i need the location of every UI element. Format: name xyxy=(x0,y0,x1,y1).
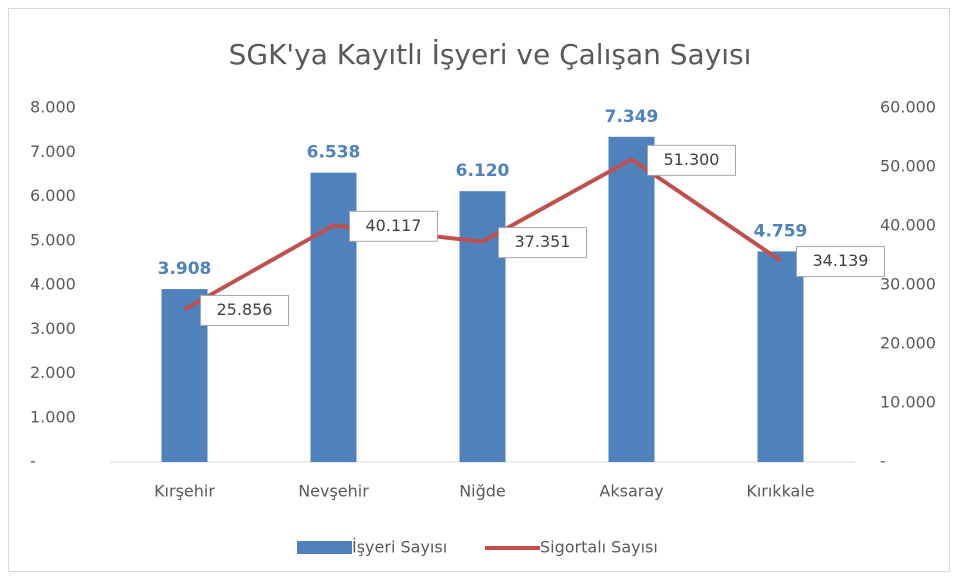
line-value-label: 51.300 xyxy=(664,150,720,169)
y2-tick-label: 20.000 xyxy=(880,334,936,353)
data-label-box xyxy=(498,227,587,259)
x-tick-label: Nevşehir xyxy=(298,482,369,501)
y2-tick-label: - xyxy=(880,452,886,471)
bar xyxy=(161,289,208,462)
line-value-label: 25.856 xyxy=(217,300,273,319)
y2-tick-label: 40.000 xyxy=(880,216,936,235)
legend-label: İşyeri Sayısı xyxy=(352,538,447,557)
data-label-box xyxy=(200,294,289,326)
line xyxy=(183,157,782,312)
legend-swatch xyxy=(297,541,352,554)
y2-tick-label: 30.000 xyxy=(880,275,936,294)
y2-tick-label: 10.000 xyxy=(880,393,936,412)
bar xyxy=(757,251,804,462)
y-tick-label: 5.000 xyxy=(30,230,76,249)
y-tick-label: 4.000 xyxy=(30,275,76,294)
legend-label: Sigortalı Sayısı xyxy=(540,538,658,557)
bar xyxy=(459,191,506,462)
y-tick-label: 2.000 xyxy=(30,363,76,382)
line-value-label: 40.117 xyxy=(366,216,422,235)
y-tick-label: 8.000 xyxy=(30,98,76,117)
chart-title: SGK'ya Kayıtlı İşyeri ve Çalışan Sayısı xyxy=(229,38,752,71)
line-value-label: 34.139 xyxy=(813,251,869,270)
y2-tick-label: 60.000 xyxy=(880,98,936,117)
x-tick-label: Aksaray xyxy=(599,482,663,501)
bar xyxy=(608,136,655,462)
y-tick-label: 6.000 xyxy=(30,186,76,205)
bar-value-label: 4.759 xyxy=(754,221,808,241)
x-tick-label: Kırşehir xyxy=(154,482,215,501)
data-label-box xyxy=(796,246,885,278)
bar-value-label: 7.349 xyxy=(605,107,659,127)
bar-value-label: 6.538 xyxy=(307,143,361,163)
y2-tick-label: 50.000 xyxy=(880,157,936,176)
bar xyxy=(310,172,357,463)
y-tick-label: 3.000 xyxy=(30,319,76,338)
y-tick-label: - xyxy=(30,452,36,471)
bar-value-label: 3.908 xyxy=(158,259,212,279)
x-tick-label: Kırıkkale xyxy=(746,482,814,501)
bar-value-label: 6.120 xyxy=(456,161,510,181)
y-tick-label: 1.000 xyxy=(30,407,76,426)
x-tick-label: Niğde xyxy=(459,482,506,501)
line-value-label: 37.351 xyxy=(515,232,571,251)
y-tick-label: 7.000 xyxy=(30,142,76,161)
data-label-box xyxy=(349,210,438,242)
data-label-box xyxy=(647,144,736,176)
